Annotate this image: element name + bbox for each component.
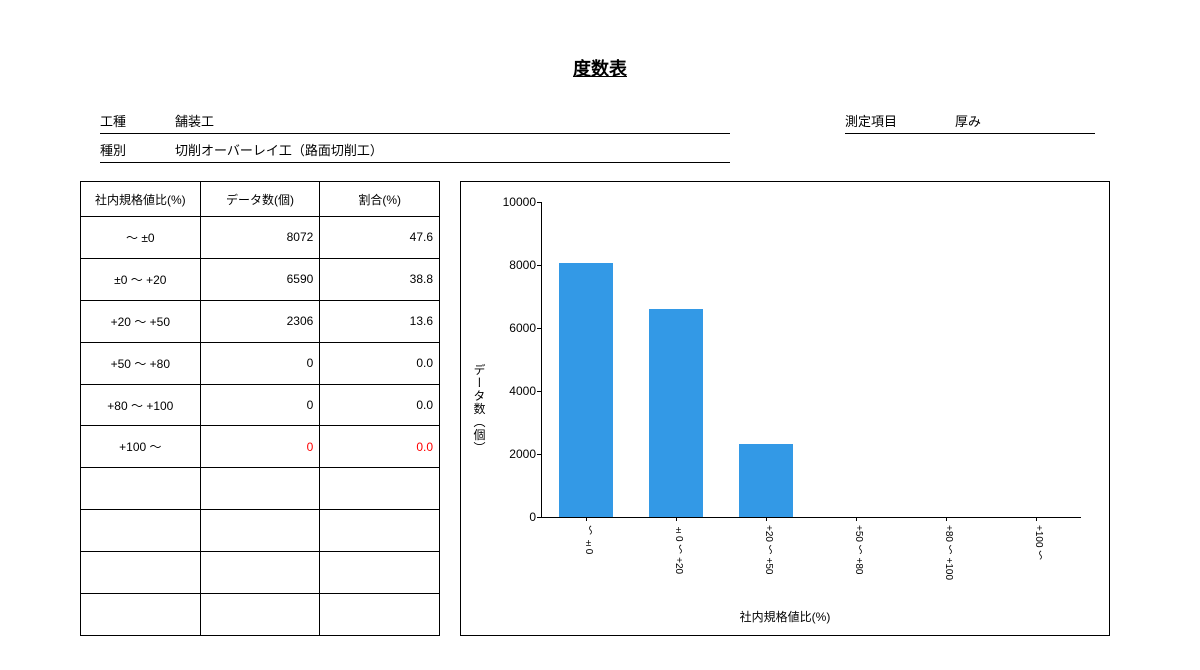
cell-count: 0: [200, 342, 320, 384]
y-tick-label: 2000: [496, 447, 536, 461]
cell-pct: 47.6: [320, 217, 440, 259]
table-row: ～ ±0807247.6: [81, 217, 440, 259]
header-kind-group: 工種 舗装工: [100, 111, 730, 134]
chart-y-label: データ数（個）: [471, 363, 488, 454]
y-tick-label: 8000: [496, 258, 536, 272]
cell-range: +100 ～: [81, 426, 201, 468]
cell-blank: [200, 594, 320, 636]
x-tick-label: ～ ±0: [581, 525, 596, 554]
table-row: +20 ～ +50230613.6: [81, 300, 440, 342]
header-item-value: 厚み: [955, 111, 1095, 130]
col-pct: 割合(%): [320, 182, 440, 217]
cell-count: 2306: [200, 300, 320, 342]
table-row-blank: [81, 552, 440, 594]
table-row: ±0 ～ +20659038.8: [81, 258, 440, 300]
page-title: 度数表: [0, 0, 1200, 111]
cell-count: 6590: [200, 258, 320, 300]
table-row: +100 ～00.0: [81, 426, 440, 468]
x-tick-label: +50 ～ +80: [851, 525, 866, 574]
table-row-blank: [81, 594, 440, 636]
cell-blank: [200, 552, 320, 594]
cell-count: 0: [200, 426, 320, 468]
cell-range: +80 ～ +100: [81, 384, 201, 426]
cell-range: +50 ～ +80: [81, 342, 201, 384]
cell-blank: [320, 552, 440, 594]
cell-blank: [200, 510, 320, 552]
cell-pct: 38.8: [320, 258, 440, 300]
header-item-label: 測定項目: [845, 111, 955, 130]
y-tick-label: 4000: [496, 384, 536, 398]
header-type-group: 種別 切削オーバーレイ工（路面切削工）: [100, 140, 730, 163]
cell-pct: 13.6: [320, 300, 440, 342]
col-range: 社内規格値比(%): [81, 182, 201, 217]
table-header-row: 社内規格値比(%) データ数(個) 割合(%): [81, 182, 440, 217]
x-tick-label: ±0 ～ +20: [671, 525, 686, 574]
table-row-blank: [81, 468, 440, 510]
y-tick-label: 0: [496, 510, 536, 524]
cell-blank: [200, 468, 320, 510]
table-row-blank: [81, 510, 440, 552]
cell-range: ±0 ～ +20: [81, 258, 201, 300]
frequency-chart: 0 2000 4000 6000 8000 10000 ～ ±0 ±0 ～ +20 +20 ～ …: [460, 181, 1110, 636]
cell-count: 8072: [200, 217, 320, 259]
header-kind-value: 舗装工: [175, 111, 214, 130]
chart-bar: [559, 263, 613, 517]
table-row: +50 ～ +8000.0: [81, 342, 440, 384]
content-area: 社内規格値比(%) データ数(個) 割合(%) ～ ±0807247.6±0 ～…: [0, 169, 1200, 636]
cell-blank: [81, 510, 201, 552]
cell-range: ～ ±0: [81, 217, 201, 259]
x-tick-label: +20 ～ +50: [761, 525, 776, 574]
cell-blank: [81, 594, 201, 636]
cell-range: +20 ～ +50: [81, 300, 201, 342]
cell-blank: [320, 510, 440, 552]
header-item-group: 測定項目 厚み: [845, 111, 1095, 134]
header-area: 工種 舗装工 測定項目 厚み 種別 切削オーバーレイ工（路面切削工）: [0, 111, 1200, 163]
cell-blank: [320, 468, 440, 510]
cell-pct: 0.0: [320, 384, 440, 426]
cell-count: 0: [200, 384, 320, 426]
chart-bar: [739, 444, 793, 517]
header-type-label: 種別: [100, 140, 175, 159]
cell-pct: 0.0: [320, 426, 440, 468]
cell-blank: [81, 552, 201, 594]
cell-pct: 0.0: [320, 342, 440, 384]
y-tick-label: 10000: [496, 195, 536, 209]
col-count: データ数(個): [200, 182, 320, 217]
header-type-value: 切削オーバーレイ工（路面切削工）: [175, 140, 383, 159]
chart-bar: [649, 309, 703, 517]
header-kind-label: 工種: [100, 111, 175, 130]
x-tick-label: +100 ～: [1031, 525, 1046, 560]
cell-blank: [320, 594, 440, 636]
table-row: +80 ～ +10000.0: [81, 384, 440, 426]
x-tick-label: +80 ～ +100: [941, 525, 956, 580]
chart-x-label: 社内規格値比(%): [461, 608, 1109, 625]
y-tick-label: 6000: [496, 321, 536, 335]
frequency-table: 社内規格値比(%) データ数(個) 割合(%) ～ ±0807247.6±0 ～…: [80, 181, 440, 636]
cell-blank: [81, 468, 201, 510]
